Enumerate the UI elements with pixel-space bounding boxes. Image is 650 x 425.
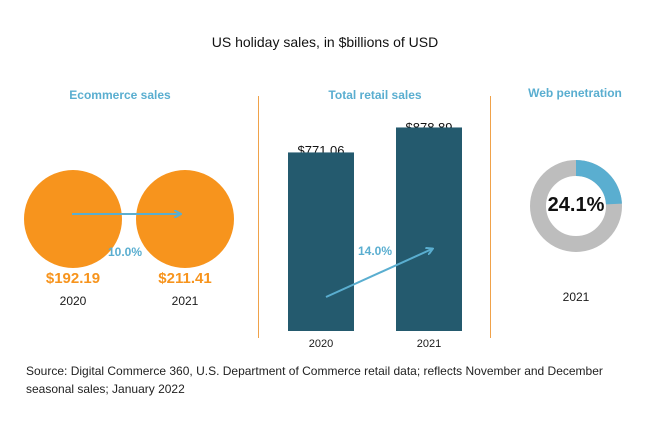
web-donut-value-label: 24.1%: [547, 194, 605, 216]
section-divider-right: [490, 96, 491, 338]
retail-x-tick-2020: 2020: [308, 338, 334, 350]
ecommerce-section-title: Ecommerce sales: [69, 88, 171, 102]
retail-growth-arrow: [325, 249, 432, 298]
retail-bar-2021: [396, 127, 462, 331]
section-divider-left: [258, 96, 259, 338]
retail-bar-2020: [288, 152, 354, 331]
ecommerce-value-2021: $211.41: [158, 270, 212, 287]
retail-x-tick-2021: 2021: [416, 338, 442, 350]
web-section-title: Web penetration: [528, 86, 622, 100]
ecommerce-year-2020: 2020: [59, 294, 87, 308]
ecommerce-growth-label: 10.0%: [107, 245, 143, 259]
source-note: Source: Digital Commerce 360, U.S. Depar…: [26, 364, 603, 396]
web-donut-slice-2021: [530, 160, 622, 252]
web-year-label: 2021: [562, 290, 590, 304]
retail-section-title: Total retail sales: [328, 88, 422, 102]
ecommerce-value-2020: $192.19: [45, 270, 101, 287]
ecommerce-year-2021: 2021: [171, 294, 199, 308]
retail-growth-label: 14.0%: [357, 244, 393, 258]
ecommerce-bubble-2021: [136, 170, 234, 268]
ecommerce-bubble-2020: [24, 170, 122, 268]
chart-title: US holiday sales, in $billions of USD: [211, 34, 439, 50]
